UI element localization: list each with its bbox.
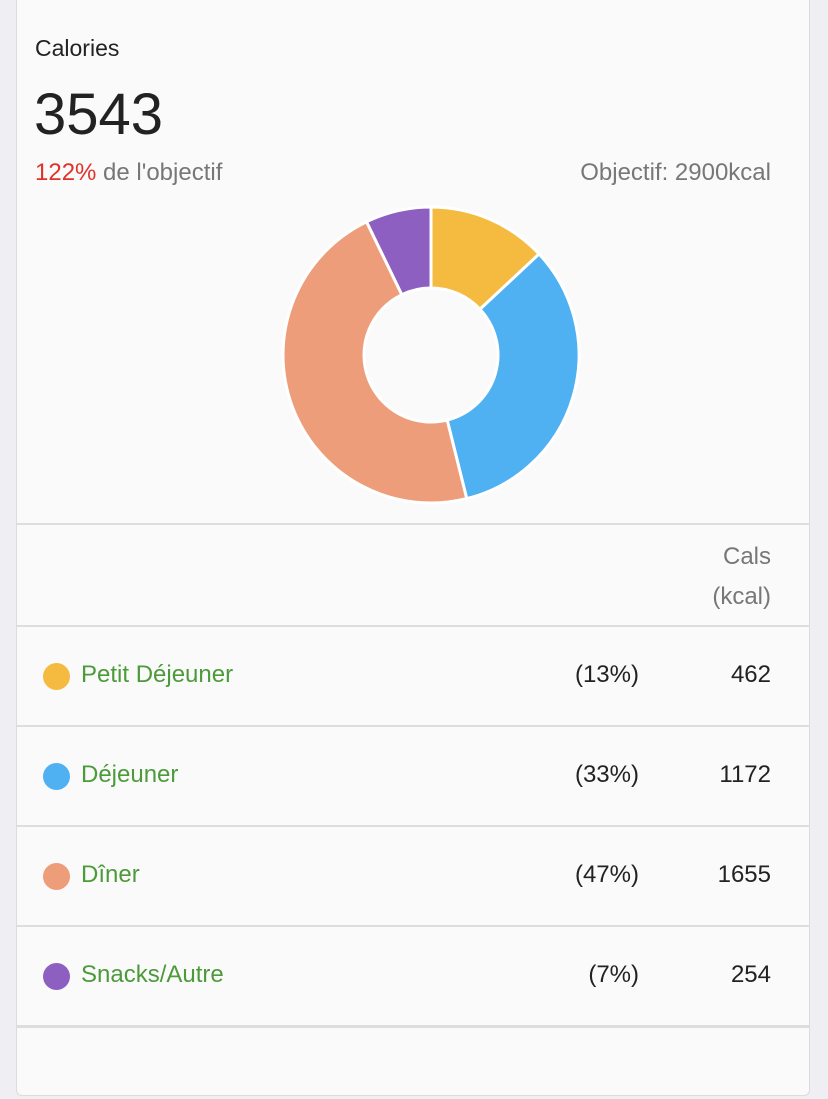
meal-cals: 254 — [730, 961, 771, 988]
table-row[interactable]: Petit Déjeuner (13%) 462 — [17, 627, 809, 727]
calories-donut-chart — [281, 205, 581, 505]
meal-cals: 1172 — [719, 761, 771, 788]
meal-name[interactable]: Dîner — [81, 861, 140, 888]
meal-cals: 462 — [730, 661, 771, 688]
color-dot-icon — [43, 863, 70, 890]
meal-percent: (13%) — [574, 661, 639, 688]
table-row[interactable]: Déjeuner (33%) 1172 — [17, 727, 809, 827]
donut-slice-snacks-autre[interactable] — [364, 205, 433, 297]
total-calories: 3543 — [34, 82, 164, 147]
table-header: Cals (kcal) — [17, 525, 809, 627]
header-line2: (kcal) — [712, 583, 771, 610]
goal-percent: 122% de l'objectif — [35, 159, 222, 187]
header-line1: Cals — [722, 543, 771, 570]
meal-percent: (7%) — [588, 961, 639, 988]
color-dot-icon — [43, 963, 70, 990]
color-dot-icon — [43, 763, 70, 790]
meal-cals: 1655 — [717, 861, 771, 888]
cals-column-header: Cals (kcal) — [712, 537, 771, 617]
meal-percent: (33%) — [574, 761, 639, 788]
meals-table: Cals (kcal) Petit Déjeuner (13%) 462 Déje… — [17, 523, 809, 1028]
goal-percent-label: de l'objectif — [96, 159, 223, 186]
calories-card: Calories 3543 122% de l'objectif Objecti… — [16, 0, 810, 1096]
donut-slice-d-ner[interactable] — [281, 219, 469, 505]
meal-name[interactable]: Snacks/Autre — [81, 961, 224, 988]
goal-value: Objectif: 2900kcal — [580, 159, 771, 186]
meal-percent: (47%) — [574, 861, 639, 888]
table-row[interactable]: Snacks/Autre (7%) 254 — [17, 927, 809, 1025]
color-dot-icon — [43, 663, 70, 690]
card-title: Calories — [35, 35, 120, 61]
meal-name[interactable]: Déjeuner — [81, 761, 179, 788]
meal-name[interactable]: Petit Déjeuner — [81, 661, 234, 688]
table-row[interactable]: Dîner (47%) 1655 — [17, 827, 809, 927]
goal-percent-value: 122% — [35, 159, 97, 186]
donut-slice-d-jeuner[interactable] — [445, 251, 581, 501]
